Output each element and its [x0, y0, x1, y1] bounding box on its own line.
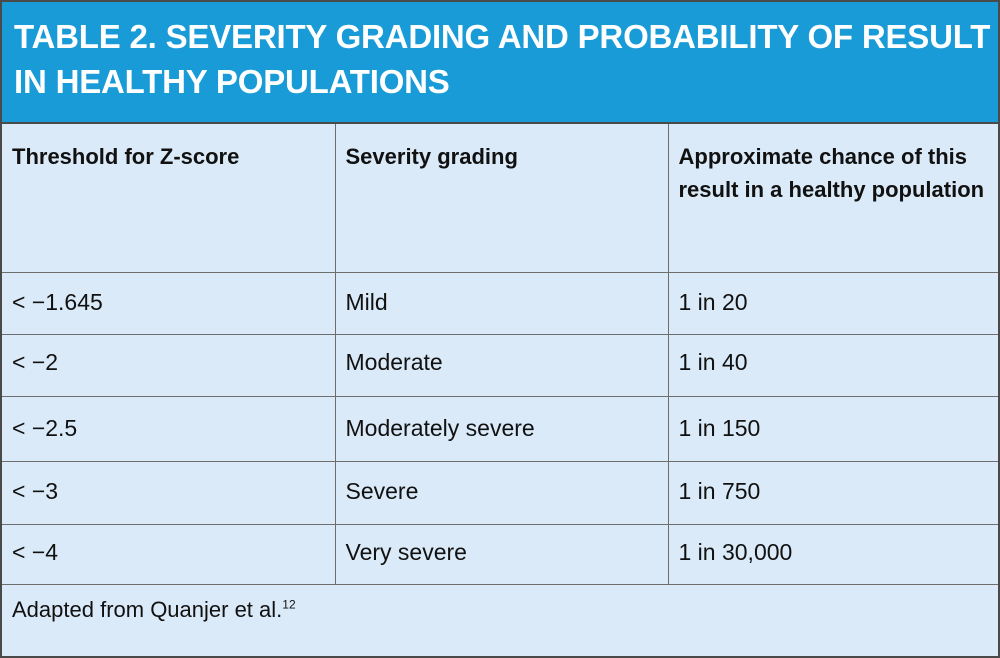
- header-chance: Approximate chance of this result in a h…: [668, 124, 998, 273]
- footnote-reference: 12: [282, 597, 296, 612]
- cell-threshold: < −2: [2, 334, 336, 397]
- cell-chance: 1 in 40: [668, 334, 998, 397]
- cell-chance: 1 in 30,000: [668, 524, 998, 585]
- table-row: < −1.645 Mild 1 in 20: [2, 272, 998, 335]
- cell-chance: 1 in 150: [668, 396, 998, 462]
- cell-severity: Moderately severe: [335, 396, 669, 462]
- header-threshold: Threshold for Z-score: [2, 124, 336, 273]
- footnote-text: Adapted from Quanjer et al.: [12, 596, 283, 622]
- table-title-line-1: TABLE 2. SEVERITY GRADING AND PROBABILIT…: [14, 18, 991, 55]
- header-severity: Severity grading: [335, 124, 669, 273]
- table-row: < −3 Severe 1 in 750: [2, 461, 998, 525]
- cell-threshold: < −1.645: [2, 272, 336, 335]
- table-row: < −2 Moderate 1 in 40: [2, 334, 998, 397]
- severity-table: Threshold for Z-score Severity grading A…: [2, 124, 998, 656]
- table-footer-row: Adapted from Quanjer et al.12: [2, 584, 998, 656]
- table-header-row: Threshold for Z-score Severity grading A…: [2, 124, 998, 273]
- cell-threshold: < −4: [2, 524, 336, 585]
- table-title-bar: TABLE 2. SEVERITY GRADING AND PROBABILIT…: [2, 2, 998, 124]
- cell-threshold: < −2.5: [2, 396, 336, 462]
- cell-chance: 1 in 20: [668, 272, 998, 335]
- cell-severity: Very severe: [335, 524, 669, 585]
- cell-severity: Mild: [335, 272, 669, 335]
- cell-severity: Severe: [335, 461, 669, 525]
- cell-chance: 1 in 750: [668, 461, 998, 525]
- table-title-line-2: IN HEALTHY POPULATIONS: [14, 63, 450, 100]
- cell-severity: Moderate: [335, 334, 669, 397]
- table-row: < −2.5 Moderately severe 1 in 150: [2, 396, 998, 462]
- table-footnote: Adapted from Quanjer et al.12: [2, 584, 998, 656]
- cell-threshold: < −3: [2, 461, 336, 525]
- table-row: < −4 Very severe 1 in 30,000: [2, 524, 998, 585]
